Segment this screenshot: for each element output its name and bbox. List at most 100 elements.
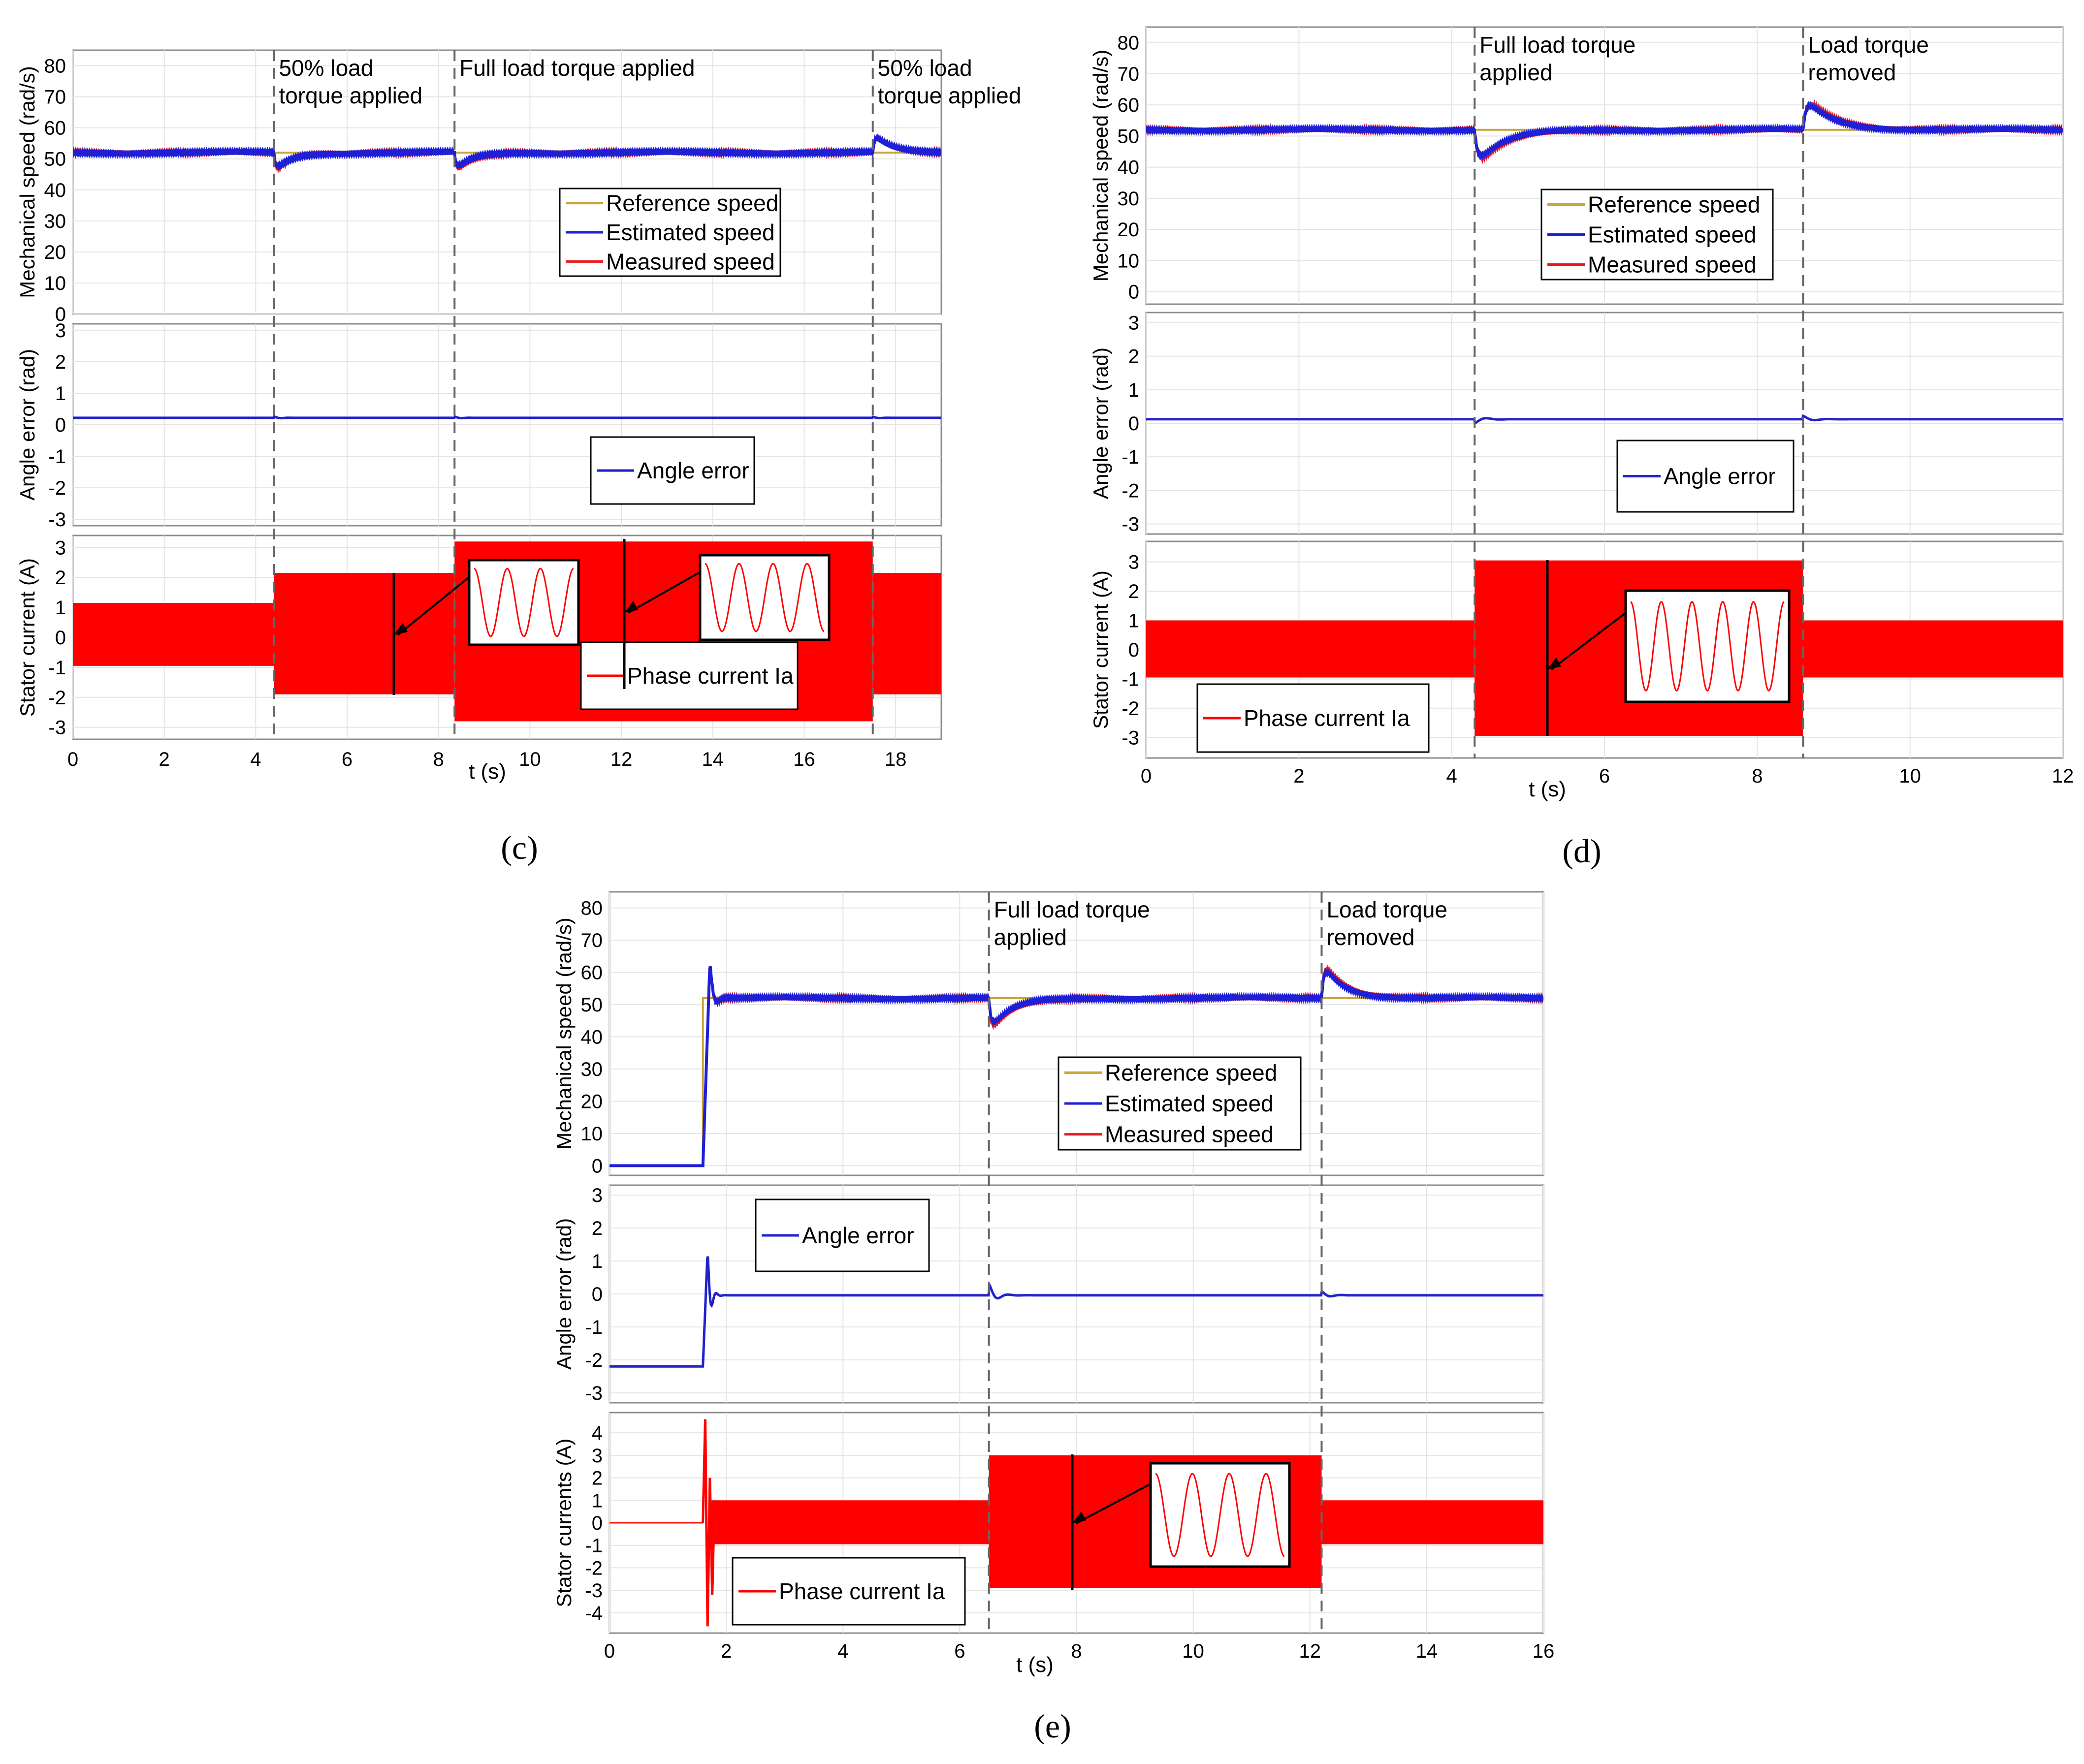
y-tick-label: 3 — [1128, 312, 1139, 334]
y-tick-label: -2 — [585, 1557, 603, 1579]
x-tick-label: 12 — [2052, 765, 2074, 787]
y-tick-label: 60 — [44, 118, 66, 139]
x-tick-label: 16 — [793, 749, 815, 770]
plot-area — [73, 132, 941, 174]
y-tick-label: 10 — [581, 1123, 603, 1145]
zoom-pointer-arrowhead — [1072, 1512, 1086, 1523]
y-tick-label: 2 — [592, 1218, 603, 1239]
legend-current: Phase current Ia — [1196, 683, 1430, 753]
y-tick-label: 40 — [44, 180, 66, 201]
y-tick-label: 2 — [1128, 346, 1139, 368]
inset-sine-wave — [705, 563, 825, 632]
x-tick-label: 14 — [1416, 1640, 1438, 1662]
legend-entry: Measured speed — [606, 249, 775, 274]
y-tick-label: 0 — [55, 414, 66, 436]
plot-area — [1146, 414, 2063, 425]
phase-current-envelope — [1803, 620, 2063, 678]
event-annotation: removed — [1808, 60, 1896, 85]
y-tick-label: 2 — [1128, 581, 1139, 602]
inset-box — [1624, 589, 1791, 703]
x-tick-label: 0 — [67, 749, 78, 770]
legend-entry: Angle error — [1664, 464, 1776, 489]
x-axis-label: t (s) — [469, 759, 506, 784]
y-tick-label: 3 — [592, 1445, 603, 1467]
y-tick-label: -4 — [585, 1603, 603, 1624]
y-axis-label: Angle error (rad) — [16, 349, 39, 501]
y-tick-label: 0 — [592, 1284, 603, 1305]
y-tick-label: 1 — [55, 383, 66, 405]
inset-sine-wave — [1630, 600, 1785, 692]
event-annotation: removed — [1326, 924, 1414, 950]
y-tick-label: 2 — [592, 1468, 603, 1489]
zoom-inset — [1071, 1454, 1291, 1590]
y-axis-label: Stator current (A) — [16, 558, 39, 717]
x-tick-label: 10 — [1182, 1640, 1204, 1662]
zoom-pointer-arrowhead — [1547, 658, 1561, 669]
y-tick-label: -2 — [1122, 698, 1139, 720]
legend-speed: Reference speed Estimated speed Measured s… — [1540, 189, 1774, 281]
legend-current: Phase current Ia — [732, 1557, 966, 1626]
x-tick-label: 10 — [519, 749, 541, 770]
legend-speed: Reference speed Estimated speed Measured s… — [1058, 1056, 1302, 1151]
estimated-speed-line — [609, 966, 1543, 1167]
zoom-pointer — [628, 571, 701, 614]
y-tick-label: 70 — [581, 930, 603, 951]
legend-entry: Estimated speed — [1105, 1091, 1274, 1116]
y-tick-label: 80 — [44, 56, 66, 77]
y-tick-label: 50 — [581, 994, 603, 1016]
y-tick-label: -1 — [48, 446, 66, 468]
legend-entry: Reference speed — [1588, 192, 1760, 218]
legend-entry: Phase current Ia — [627, 663, 794, 689]
legend-angle: Angle error — [1616, 440, 1795, 513]
y-tick-label: -1 — [585, 1535, 603, 1557]
y-tick-label: 0 — [55, 304, 66, 325]
x-tick-label: 6 — [1599, 765, 1610, 787]
y-axis-label: Stator currents (A) — [552, 1438, 576, 1607]
legend-entry: Angle error — [802, 1223, 914, 1248]
panel-angle: -3 -2 -1 0 1 2 3 Angle error (rad) — [552, 1184, 1544, 1404]
y-tick-label: 80 — [1118, 32, 1140, 54]
y-tick-label: 60 — [1118, 94, 1140, 116]
y-tick-label: -3 — [585, 1383, 603, 1404]
y-tick-label: 1 — [592, 1251, 603, 1272]
phase-current-envelope — [609, 1522, 703, 1524]
x-tick-label: 0 — [604, 1640, 615, 1662]
phase-current-envelope — [73, 602, 274, 666]
y-tick-label: 40 — [1118, 157, 1140, 179]
plot-area — [1146, 99, 2063, 164]
legend-entry: Phase current Ia — [1244, 705, 1410, 731]
event-annotation: 50% load — [279, 55, 374, 81]
y-tick-label: -3 — [48, 717, 66, 739]
angle-error-line — [73, 415, 941, 420]
x-axis-label: t (s) — [1016, 1653, 1054, 1677]
phase-current-envelope — [1146, 620, 1475, 678]
zoom-pointer — [1550, 612, 1627, 670]
y-tick-label: -2 — [48, 477, 66, 499]
x-tick-label: 6 — [954, 1640, 965, 1662]
x-tick-label: 4 — [250, 749, 261, 770]
figure-caption: (e) — [1034, 1707, 1071, 1745]
estimated-speed-line — [1146, 100, 2063, 160]
x-tick-label: 14 — [702, 749, 724, 770]
y-tick-label: -3 — [48, 509, 66, 531]
event-annotation: Load torque — [1808, 32, 1929, 58]
y-axis-label: Angle error (rad) — [1089, 347, 1112, 499]
x-tick-label: 4 — [1446, 765, 1457, 787]
y-axis-label: Angle error (rad) — [552, 1218, 576, 1370]
y-tick-label: 3 — [55, 537, 66, 559]
y-tick-label: 3 — [592, 1185, 603, 1206]
x-tick-label: 18 — [885, 749, 907, 770]
y-tick-label: 1 — [592, 1490, 603, 1512]
y-tick-label: 1 — [55, 597, 66, 619]
x-tick-label: 0 — [1141, 765, 1152, 787]
x-tick-label: 12 — [1299, 1640, 1321, 1662]
y-tick-label: 0 — [592, 1512, 603, 1534]
panel-angle: -3 -2 -1 0 1 2 3 Angle error (rad) — [1089, 312, 2064, 536]
y-tick-label: 0 — [55, 627, 66, 649]
y-tick-label: -1 — [585, 1317, 603, 1338]
event-annotation: applied — [994, 924, 1067, 950]
y-tick-label: 30 — [581, 1059, 603, 1080]
